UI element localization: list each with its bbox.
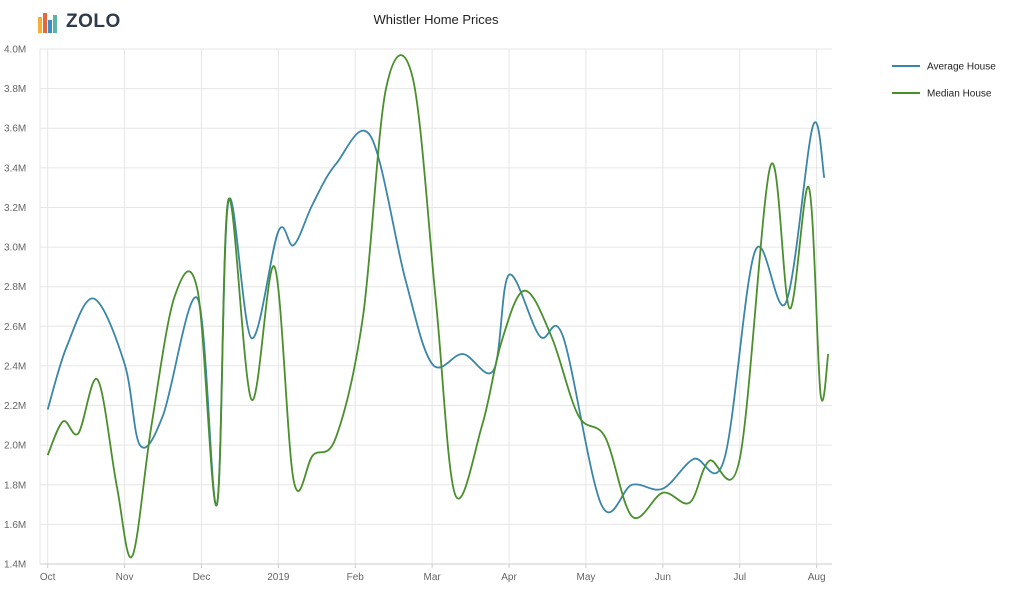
x-tick-label: Jul bbox=[733, 572, 746, 583]
x-tick-label: Feb bbox=[347, 572, 365, 583]
x-tick-label: Jun bbox=[655, 572, 671, 583]
y-tick-label: 3.6M bbox=[4, 124, 26, 135]
y-tick-label: 1.8M bbox=[4, 480, 26, 491]
x-tick-label: Apr bbox=[501, 572, 517, 583]
x-tick-label: Mar bbox=[424, 572, 442, 583]
y-tick-label: 3.4M bbox=[4, 163, 26, 174]
y-tick-label: 2.2M bbox=[4, 401, 26, 412]
series-lines bbox=[46, 54, 830, 559]
y-tick-label: 2.6M bbox=[4, 322, 26, 333]
legend: Average House Median House bbox=[892, 62, 996, 100]
logo-text: ZOLO bbox=[66, 11, 121, 32]
y-tick-label: 2.4M bbox=[4, 361, 26, 372]
y-tick-label: 2.0M bbox=[4, 441, 26, 452]
x-tick-label: Nov bbox=[116, 572, 134, 583]
x-tick-label: 2019 bbox=[267, 572, 290, 583]
axes: 1.4M 1.6M 1.8M 2.0M 2.2M 2.4M 2.6M 2.8M 3.0M 3.2M… bbox=[4, 45, 832, 583]
legend-label: Average House bbox=[927, 62, 996, 73]
chart-title: Whistler Home Prices bbox=[373, 12, 499, 27]
x-tick-label: May bbox=[576, 572, 595, 583]
series-line-average-house bbox=[46, 121, 826, 514]
x-tick-label: Aug bbox=[808, 572, 826, 583]
legend-label: Median House bbox=[927, 89, 992, 100]
y-tick-label: 1.6M bbox=[4, 520, 26, 531]
x-tick-label: Dec bbox=[193, 572, 211, 583]
y-tick-label: 2.8M bbox=[4, 282, 26, 293]
y-tick-label: 3.2M bbox=[4, 203, 26, 214]
bar-chart-icon bbox=[38, 13, 57, 33]
x-tick-label: Oct bbox=[40, 572, 56, 583]
series-line-median-house bbox=[46, 54, 830, 559]
zolo-logo: ZOLO bbox=[38, 11, 121, 33]
y-tick-label: 3.8M bbox=[4, 84, 26, 95]
y-tick-label: 3.0M bbox=[4, 243, 26, 254]
y-tick-label: 4.0M bbox=[4, 45, 26, 56]
y-tick-label: 1.4M bbox=[4, 560, 26, 571]
